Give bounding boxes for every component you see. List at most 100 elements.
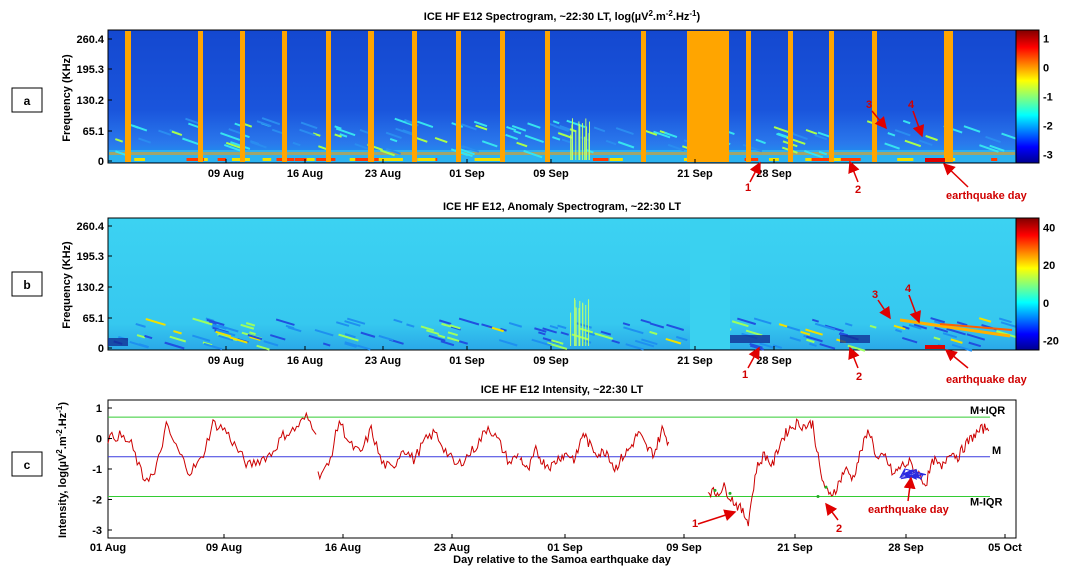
spectrogram-b-streak xyxy=(247,333,263,341)
spectrogram-a-streak xyxy=(334,125,342,130)
spectrogram-b-streak xyxy=(206,318,225,326)
spectrogram-a-streak xyxy=(171,130,183,136)
spectrogram-a-streak xyxy=(385,147,401,155)
spectrogram-b-streak xyxy=(135,322,146,328)
data-gap-bar xyxy=(872,31,877,162)
spectrogram-a-hotspot xyxy=(592,158,609,161)
spectrogram-b-streak xyxy=(245,322,256,327)
x-tick-label: 01 Sep xyxy=(449,168,485,180)
spectrogram-a-streak xyxy=(664,131,678,138)
data-gap-bar xyxy=(456,31,461,162)
spectrogram-b-streak xyxy=(666,323,685,331)
spectrogram-a-streak xyxy=(256,120,272,128)
spectrogram-b-streak xyxy=(839,332,849,337)
spectrogram-a-streak xyxy=(228,128,243,135)
low-value-marker xyxy=(816,494,820,498)
spectrogram-a-streak xyxy=(312,132,321,137)
y-tick-label: 65.1 xyxy=(83,126,104,138)
spectrogram-a-hotspot xyxy=(316,158,336,161)
spectrogram-b-streak xyxy=(930,317,946,324)
x-tick-label: 09 Sep xyxy=(533,355,569,367)
data-gap-bar xyxy=(368,31,374,162)
spectrogram-a-streak xyxy=(884,142,900,150)
spectrogram-a-streak xyxy=(434,136,448,144)
colorbar-b xyxy=(1015,217,1040,351)
spectrogram-b-streak xyxy=(634,339,655,348)
y-tick-label: 65.1 xyxy=(83,313,104,325)
spectrogram-b-streak xyxy=(441,322,452,328)
spectrogram-b-streak xyxy=(449,324,461,330)
spectrogram-b-streak xyxy=(665,337,682,345)
reference-line-label: M-IQR xyxy=(970,496,1002,508)
spectrogram-a-streak xyxy=(925,135,938,142)
annotation-a-2: 2 xyxy=(855,184,861,196)
spectrogram-a-streak xyxy=(462,145,480,153)
panel-a-annotations: 1 2 3 4 earthquake day xyxy=(745,99,1028,202)
spectrogram-a-streak xyxy=(460,123,477,131)
spectrogram-b-streak xyxy=(263,340,279,347)
data-gap-bar xyxy=(125,31,131,162)
spectrogram-a-streak xyxy=(790,132,808,141)
panel-b-annotations: 1 2 3 4 earthquake day xyxy=(742,283,1028,386)
spectrogram-a-streak xyxy=(300,121,318,130)
y-tick-label: 260.4 xyxy=(76,221,104,233)
data-gap-bar xyxy=(788,31,793,162)
panel-b-ylabel: Frequency (KHz) xyxy=(61,241,73,329)
spectrogram-b-streak xyxy=(951,343,973,352)
spectrogram-b-streak xyxy=(344,333,356,339)
panel-label-b: b xyxy=(23,278,30,292)
spectrogram-b-streak xyxy=(966,333,986,341)
x-tick-label: 01 Aug xyxy=(90,542,126,554)
spectrogram-a-streak xyxy=(989,144,1005,152)
spectrogram-a-streak xyxy=(481,140,498,148)
spectrogram-a-hotspot xyxy=(378,158,394,161)
spectrogram-a-streak xyxy=(416,120,434,128)
annotation-a-earthquake: earthquake day xyxy=(946,190,1028,202)
spectrogram-a-streak xyxy=(524,134,544,143)
x-tick-label: 09 Aug xyxy=(206,542,242,554)
spectrogram-a-streak xyxy=(458,147,475,156)
spectrogram-b-streak xyxy=(285,324,295,330)
earthquake-day-marker xyxy=(899,468,927,481)
x-tick-label: 28 Sep xyxy=(756,355,792,367)
spectrogram-b-streak xyxy=(531,338,552,347)
x-tick-label: 16 Aug xyxy=(287,168,323,180)
spectrogram-a-streak xyxy=(902,119,911,125)
x-tick-label: 09 Sep xyxy=(666,542,702,554)
spectrogram-b-streak xyxy=(344,342,357,348)
spectrogram-a-streak xyxy=(516,141,528,148)
annotation-b-2: 2 xyxy=(856,371,862,383)
spectrogram-a-hotspot xyxy=(134,158,146,161)
spectrogram-b-streak xyxy=(169,335,187,343)
spectrogram-b-streak xyxy=(406,323,415,328)
panel-b-title: ICE HF E12, Anomaly Spectrogram, ~22:30 … xyxy=(443,201,681,213)
spectrogram-a-streak xyxy=(523,149,543,159)
spectrogram-a-hotspot xyxy=(811,158,831,161)
spectrogram-b-streak xyxy=(934,326,949,333)
colorbar-tick-label: 0 xyxy=(1043,63,1049,75)
spectrogram-b-streak xyxy=(240,323,255,330)
data-gap-bar xyxy=(282,31,287,162)
spectrogram-b-streak xyxy=(778,323,788,328)
spectrogram-a-streak xyxy=(334,133,342,138)
spectrogram-panel-b xyxy=(107,217,1018,352)
spectrogram-b-streak xyxy=(218,334,234,342)
spectrogram-a-streak xyxy=(818,150,828,156)
spectrogram-b-streak xyxy=(428,334,446,342)
spectrogram-a-streak xyxy=(593,126,606,133)
spectrogram-b-streak xyxy=(322,342,331,347)
panel-label-box-c xyxy=(11,451,43,477)
spectrogram-a-streak xyxy=(755,138,766,145)
spectrogram-a-streak xyxy=(963,125,981,133)
spectrogram-b-streak xyxy=(649,322,665,329)
spectrogram-b-streak xyxy=(641,338,658,346)
spectrogram-a-streak xyxy=(299,128,316,137)
spectrogram-b-streak xyxy=(481,323,493,329)
spectrogram-a-streak xyxy=(475,124,488,131)
panel-label-c: c xyxy=(24,458,31,472)
spectrogram-b-streak xyxy=(446,336,460,343)
spectrogram-b-streak xyxy=(800,330,811,336)
spectrogram-b-streak xyxy=(426,329,439,335)
y-tick-label: 0 xyxy=(98,343,104,355)
spectrogram-b-streak xyxy=(585,331,595,337)
